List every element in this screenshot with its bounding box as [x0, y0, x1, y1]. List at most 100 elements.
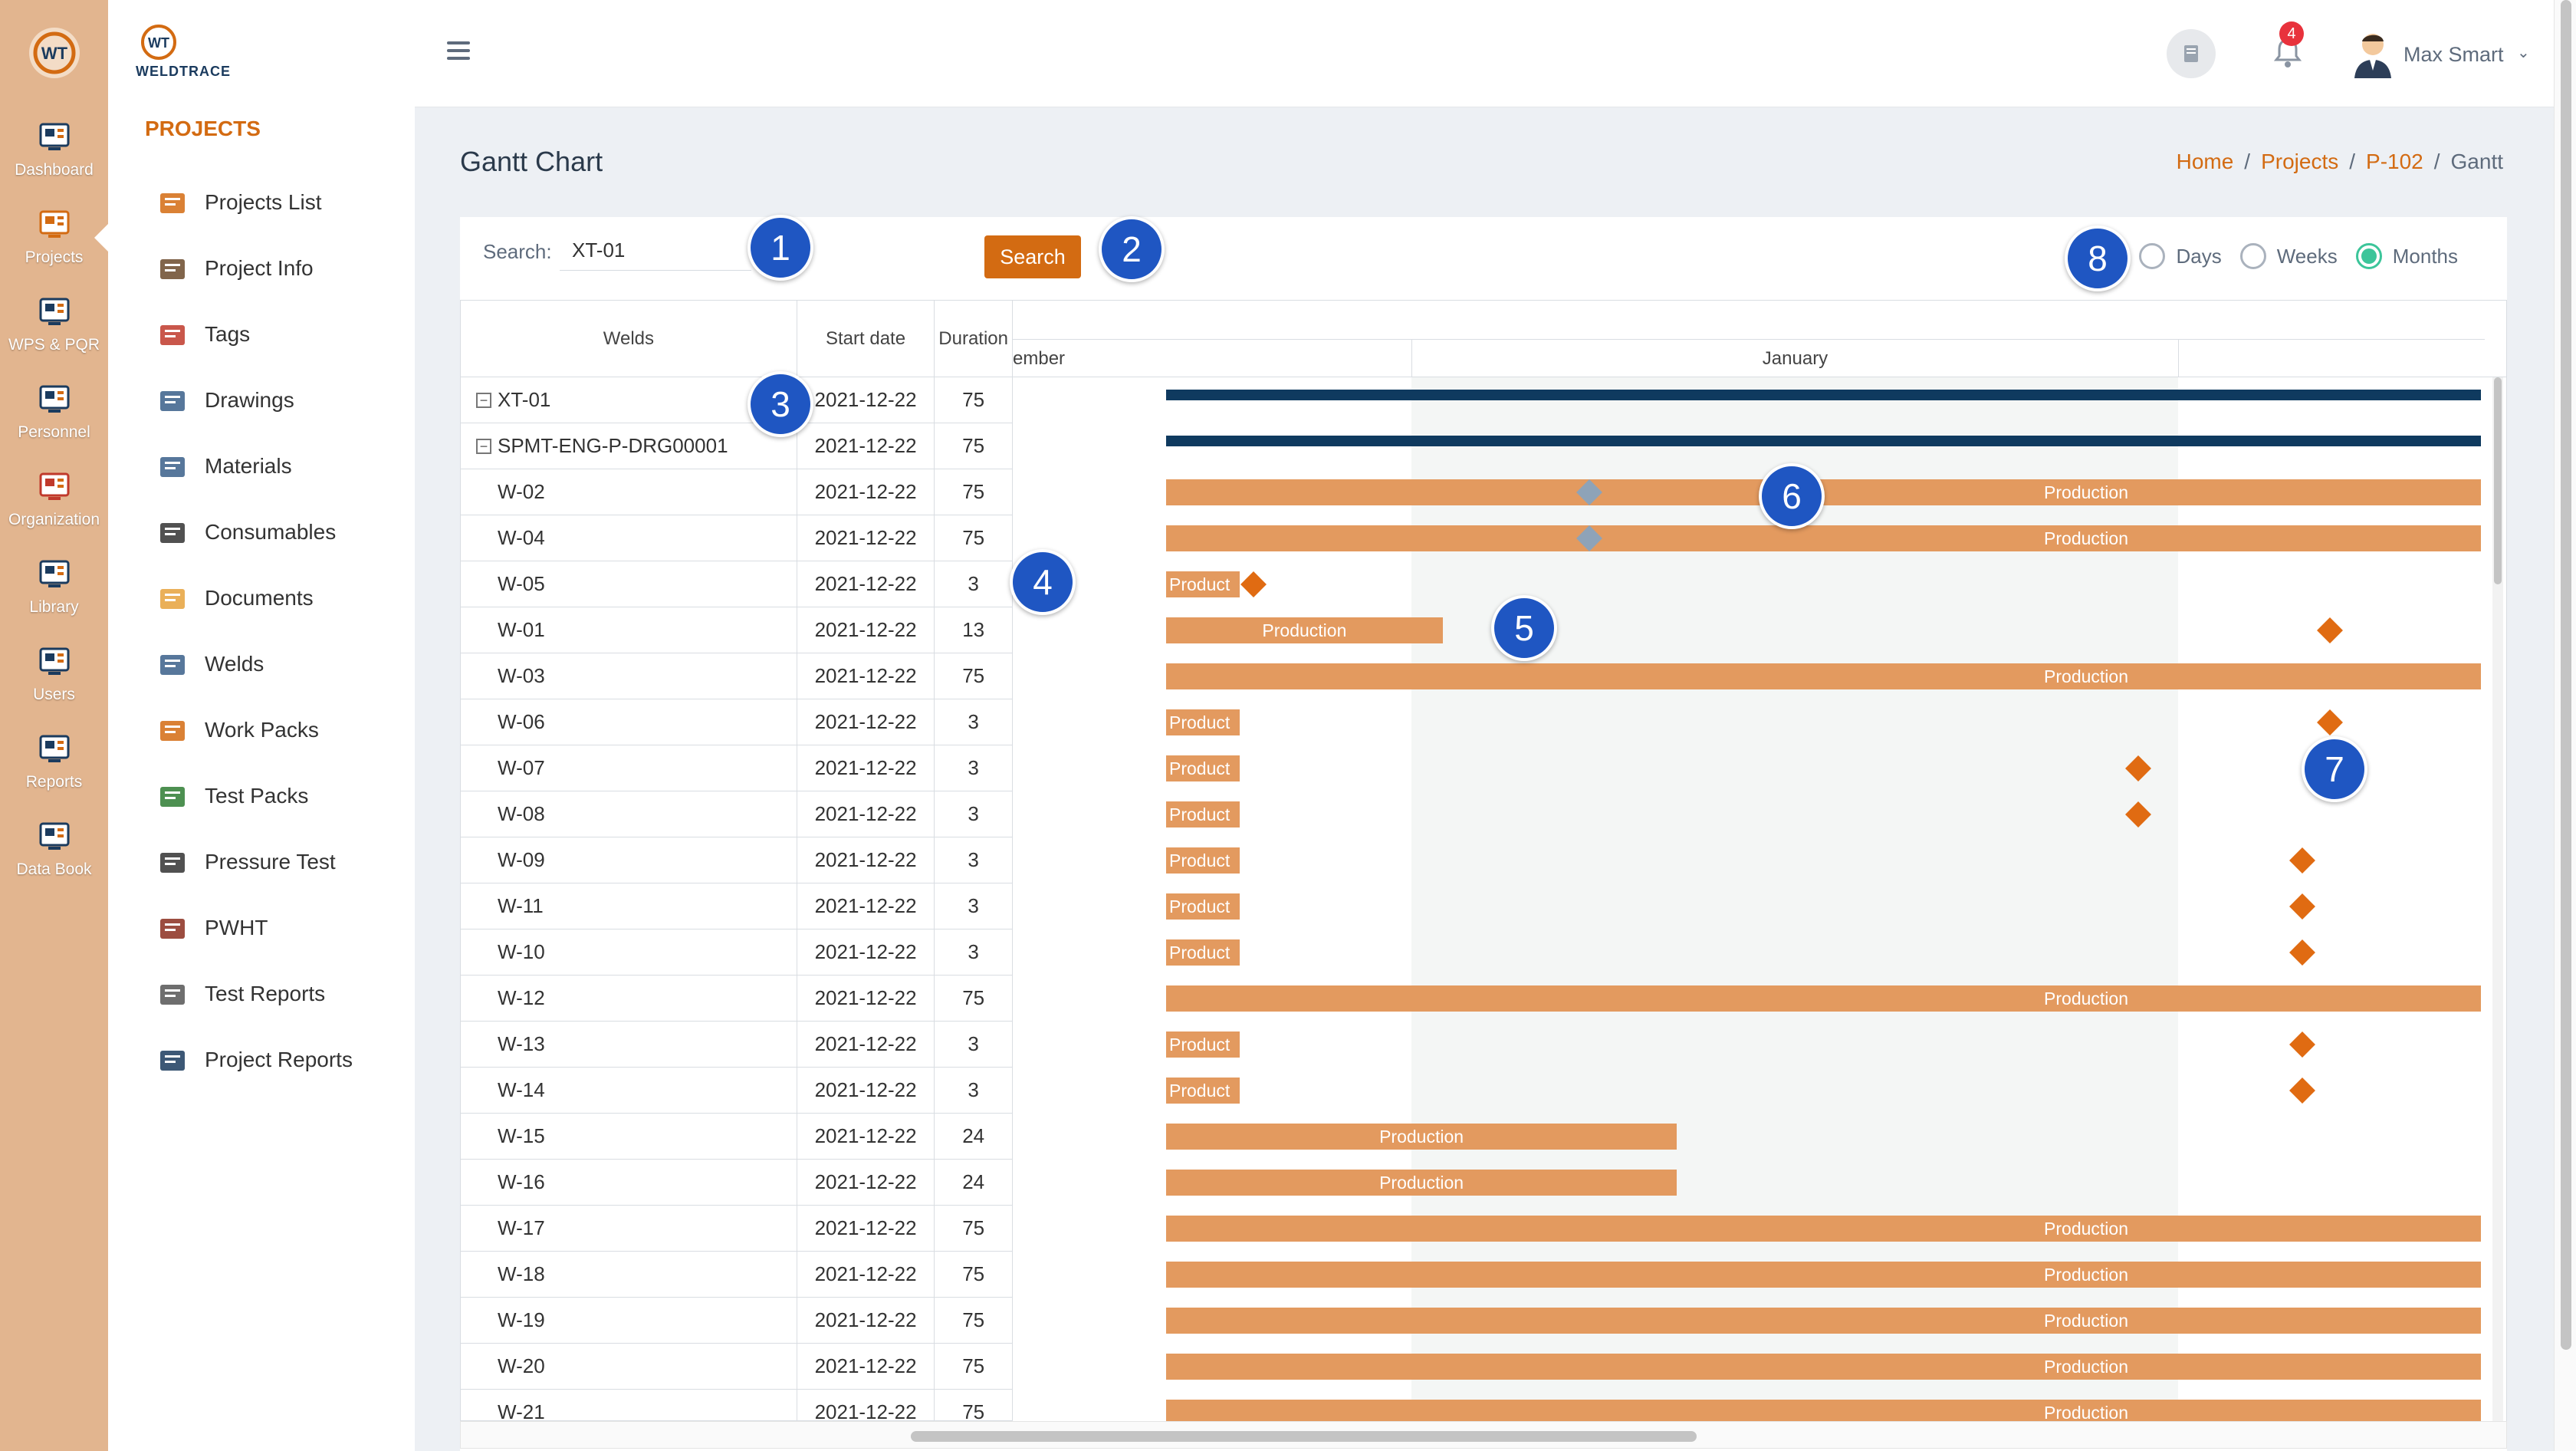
search-button[interactable]: Search: [984, 235, 1081, 278]
rail-item-dashboard[interactable]: Dashboard: [0, 117, 108, 179]
table-row[interactable]: W-04 2021-12-22 75: [461, 515, 1012, 561]
table-row[interactable]: W-14 2021-12-22 3: [461, 1068, 1012, 1114]
breadcrumb-projects[interactable]: Projects: [2261, 150, 2339, 173]
rail-item-wps-pqr[interactable]: WPS & PQR: [0, 291, 108, 354]
task-bar[interactable]: Product: [1166, 801, 1240, 827]
task-bar[interactable]: Production: [1166, 1308, 2481, 1334]
avatar[interactable]: [2348, 28, 2397, 80]
milestone-marker[interactable]: [2289, 847, 2315, 874]
column-header-duration[interactable]: Duration: [938, 327, 1008, 349]
radio-weeks[interactable]: [2239, 243, 2266, 269]
task-bar[interactable]: Product: [1166, 571, 1240, 597]
milestone-marker[interactable]: [2317, 709, 2343, 735]
collapse-icon[interactable]: −: [476, 392, 491, 408]
table-row[interactable]: W-13 2021-12-22 3: [461, 1022, 1012, 1068]
task-bar[interactable]: Product: [1166, 1031, 1240, 1058]
column-header-welds[interactable]: Welds: [461, 301, 797, 377]
table-row[interactable]: W-03 2021-12-22 75: [461, 653, 1012, 699]
table-row[interactable]: W-05 2021-12-22 3: [461, 561, 1012, 607]
sidebar-item-welds[interactable]: Welds: [156, 645, 264, 683]
radio-months-label[interactable]: Months: [2392, 244, 2458, 268]
task-bar[interactable]: Production: [1166, 663, 2481, 689]
table-row[interactable]: W-08 2021-12-22 3: [461, 791, 1012, 837]
task-bar[interactable]: Production: [1166, 1124, 1677, 1150]
app-logo-icon[interactable]: WT: [29, 28, 80, 78]
radio-days[interactable]: [2139, 243, 2166, 269]
task-bar[interactable]: Product: [1166, 1078, 1240, 1104]
milestone-marker[interactable]: [2289, 939, 2315, 966]
task-bar[interactable]: Production: [1166, 985, 2481, 1012]
task-bar[interactable]: Production: [1166, 1170, 1677, 1196]
table-row[interactable]: W-10 2021-12-22 3: [461, 929, 1012, 976]
page-scrollbar[interactable]: [2554, 0, 2576, 1451]
table-row[interactable]: W-02 2021-12-22 75: [461, 469, 1012, 515]
sidebar-item-projects-list[interactable]: Projects List: [156, 183, 322, 222]
collapse-icon[interactable]: −: [476, 438, 491, 454]
rail-item-organization[interactable]: Organization: [0, 466, 108, 529]
user-name[interactable]: Max Smart: [2404, 43, 2504, 66]
table-row[interactable]: − SPMT-ENG-P-DRG00001 2021-12-22 75: [461, 423, 1012, 469]
table-row[interactable]: W-18 2021-12-22 75: [461, 1252, 1012, 1298]
timeline-scrollbar[interactable]: [2492, 377, 2503, 1421]
breadcrumb-project[interactable]: P-102: [2366, 150, 2423, 173]
task-bar[interactable]: Production: [1166, 1216, 2481, 1242]
milestone-marker[interactable]: [2289, 1031, 2315, 1058]
breadcrumb-home[interactable]: Home: [2176, 150, 2234, 173]
sidebar-item-pwht[interactable]: PWHT: [156, 909, 268, 947]
task-bar[interactable]: Production: [1166, 617, 1443, 643]
table-row[interactable]: W-06 2021-12-22 3: [461, 699, 1012, 745]
sidebar-item-documents[interactable]: Documents: [156, 579, 314, 617]
table-row[interactable]: W-20 2021-12-22 75: [461, 1344, 1012, 1390]
table-row[interactable]: W-21 2021-12-22 75: [461, 1390, 1012, 1420]
table-row[interactable]: W-07 2021-12-22 3: [461, 745, 1012, 791]
sidebar-item-test-packs[interactable]: Test Packs: [156, 777, 308, 815]
parent-task-bar[interactable]: [1166, 390, 2481, 400]
milestone-marker[interactable]: [2317, 617, 2343, 643]
task-bar[interactable]: Product: [1166, 755, 1240, 781]
milestone-marker[interactable]: [2289, 893, 2315, 920]
parent-task-bar[interactable]: [1166, 436, 2481, 446]
task-bar[interactable]: Production: [1166, 1262, 2481, 1288]
rail-item-users[interactable]: Users: [0, 641, 108, 704]
milestone-marker[interactable]: [2289, 1078, 2315, 1104]
table-row[interactable]: W-16 2021-12-22 24: [461, 1160, 1012, 1206]
menu-toggle-icon[interactable]: [447, 41, 470, 63]
sidebar-item-tags[interactable]: Tags: [156, 315, 250, 354]
task-bar[interactable]: Production: [1166, 1354, 2481, 1380]
rail-item-personnel[interactable]: Personnel: [0, 379, 108, 442]
sidebar-item-drawings[interactable]: Drawings: [156, 381, 294, 420]
search-input[interactable]: [560, 231, 751, 271]
table-row[interactable]: W-17 2021-12-22 75: [461, 1206, 1012, 1252]
rail-item-projects[interactable]: Projects: [0, 204, 108, 267]
task-bar[interactable]: Product: [1166, 847, 1240, 874]
milestone-marker[interactable]: [1240, 571, 1267, 597]
task-bar[interactable]: Production: [1166, 525, 2481, 551]
rail-item-reports[interactable]: Reports: [0, 729, 108, 791]
rail-item-data-book[interactable]: Data Book: [0, 816, 108, 879]
chevron-down-icon[interactable]: ⌄: [2517, 44, 2530, 61]
manual-button[interactable]: [2167, 29, 2216, 78]
sidebar-item-test-reports[interactable]: Test Reports: [156, 975, 325, 1013]
rail-item-library[interactable]: Library: [0, 554, 108, 617]
column-header-start[interactable]: Start date: [797, 301, 935, 377]
table-row[interactable]: W-09 2021-12-22 3: [461, 837, 1012, 883]
sidebar-item-consumables[interactable]: Consumables: [156, 513, 336, 551]
radio-days-label[interactable]: Days: [2176, 244, 2222, 268]
sidebar-item-work-packs[interactable]: Work Packs: [156, 711, 319, 749]
table-row[interactable]: − XT-01 2021-12-22 75: [461, 377, 1012, 423]
sidebar-item-pressure-test[interactable]: Pressure Test: [156, 843, 336, 881]
table-row[interactable]: W-12 2021-12-22 75: [461, 976, 1012, 1022]
table-row[interactable]: W-15 2021-12-22 24: [461, 1114, 1012, 1160]
task-bar[interactable]: Production: [1166, 1400, 2481, 1421]
table-row[interactable]: W-11 2021-12-22 3: [461, 883, 1012, 929]
task-bar[interactable]: Product: [1166, 709, 1240, 735]
sidebar-item-project-info[interactable]: Project Info: [156, 249, 314, 288]
table-row[interactable]: W-19 2021-12-22 75: [461, 1298, 1012, 1344]
table-row[interactable]: W-01 2021-12-22 13: [461, 607, 1012, 653]
radio-weeks-label[interactable]: Weeks: [2276, 244, 2338, 268]
sidebar-item-materials[interactable]: Materials: [156, 447, 292, 485]
horizontal-scrollbar[interactable]: [460, 1421, 2507, 1449]
task-bar[interactable]: Product: [1166, 939, 1240, 966]
radio-months[interactable]: [2355, 243, 2382, 269]
task-bar[interactable]: Product: [1166, 893, 1240, 920]
